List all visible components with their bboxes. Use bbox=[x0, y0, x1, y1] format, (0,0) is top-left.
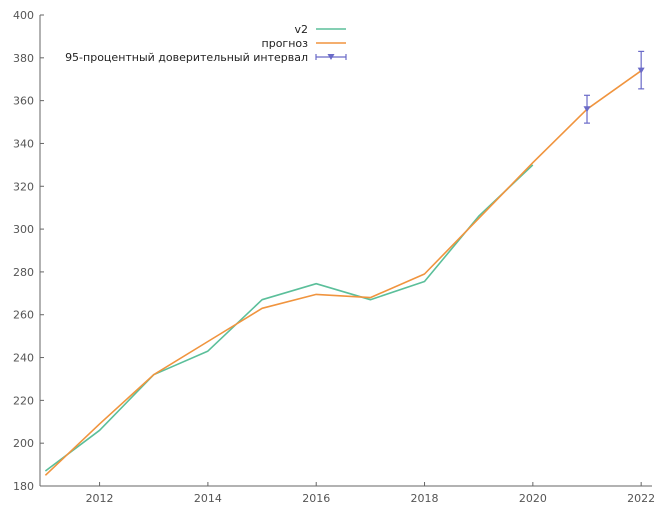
x-tick-label: 2014 bbox=[194, 492, 222, 505]
legend-label: прогноз bbox=[262, 37, 309, 50]
error-bar-point bbox=[637, 67, 645, 74]
x-tick-label: 2020 bbox=[519, 492, 547, 505]
x-tick-label: 2022 bbox=[627, 492, 655, 505]
series-confidence-interval bbox=[583, 50, 645, 124]
series-line-1 bbox=[44, 70, 642, 476]
series-line-0 bbox=[44, 164, 534, 472]
y-tick-label: 280 bbox=[13, 266, 34, 279]
error-bar-point bbox=[583, 106, 591, 113]
y-tick-label: 360 bbox=[13, 95, 34, 108]
y-tick-label: 200 bbox=[13, 437, 34, 450]
y-tick-label: 220 bbox=[13, 394, 34, 407]
y-tick-label: 340 bbox=[13, 137, 34, 150]
legend-label: v2 bbox=[294, 23, 308, 36]
legend-label: 95-процентный доверительный интервал bbox=[65, 51, 308, 64]
series-layer bbox=[44, 50, 645, 476]
x-tick-label: 2018 bbox=[411, 492, 439, 505]
x-ticks: 2012 2014 2016 2018 2020 2022 bbox=[86, 482, 655, 505]
y-tick-label: 260 bbox=[13, 309, 34, 322]
x-tick-label: 2016 bbox=[302, 492, 330, 505]
y-tick-label: 400 bbox=[13, 9, 34, 22]
y-tick-label: 320 bbox=[13, 180, 34, 193]
legend-swatch-marker bbox=[327, 54, 335, 60]
y-tick-label: 300 bbox=[13, 223, 34, 236]
y-ticks: 180 200 220 240 260 280 300 320 340 360 380 400 bbox=[13, 9, 44, 493]
y-tick-label: 180 bbox=[13, 480, 34, 493]
axes bbox=[39, 15, 652, 487]
x-tick-label: 2012 bbox=[86, 492, 114, 505]
y-tick-label: 240 bbox=[13, 352, 34, 365]
y-tick-label: 380 bbox=[13, 52, 34, 65]
